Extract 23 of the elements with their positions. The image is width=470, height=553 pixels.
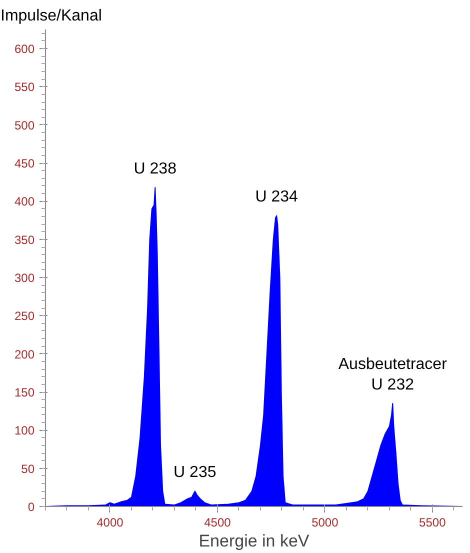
y-tick-label: 100: [14, 424, 35, 438]
y-tick-label: 600: [14, 42, 35, 56]
y-tick-label: 400: [14, 194, 35, 209]
y-tick-label: 550: [14, 80, 35, 94]
y-tick-label: 150: [14, 386, 35, 400]
x-tick-label: 4500: [204, 516, 232, 530]
annotation: U 234: [255, 188, 298, 206]
y-tick-label: 50: [21, 462, 35, 476]
y-tick-label: 500: [14, 118, 35, 132]
x-tick-label: 5500: [419, 516, 446, 530]
x-axis-title: Energie in keV: [198, 532, 310, 550]
annotation: Ausbeutetracer U 232: [338, 356, 448, 394]
x-tick-label: 5000: [312, 516, 339, 530]
x-tick-label: 4000: [96, 516, 124, 530]
y-tick-label: 0: [28, 500, 35, 514]
y-axis-title: Impulse/Kanal: [0, 8, 102, 24]
y-tick-label: 450: [14, 156, 35, 171]
y-tick-label: 300: [14, 271, 35, 286]
annotation: U 238: [134, 160, 177, 178]
y-tick-label: 250: [14, 309, 35, 324]
y-tick-label: 200: [14, 347, 35, 362]
annotation: U 235: [174, 464, 216, 482]
y-tick-label: 350: [14, 232, 35, 247]
